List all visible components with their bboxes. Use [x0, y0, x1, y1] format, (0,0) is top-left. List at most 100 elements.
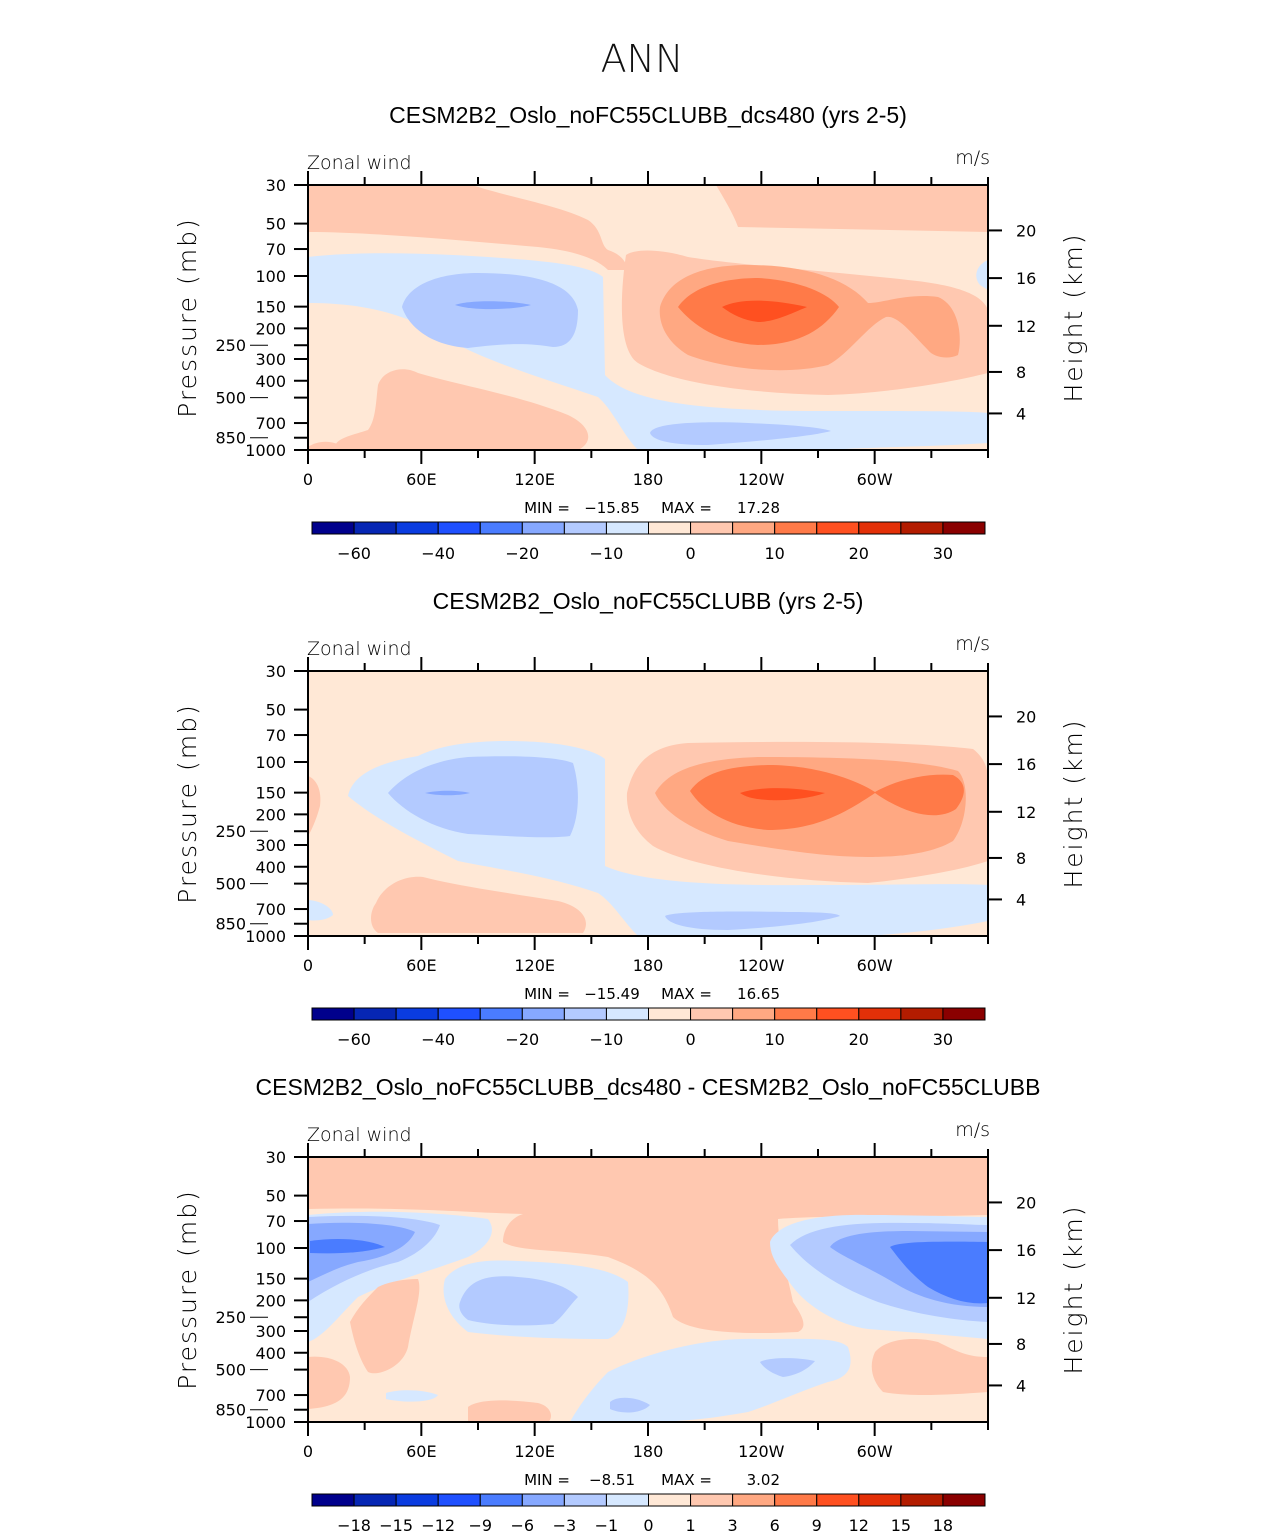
max-label: MAX = [661, 985, 712, 1003]
y-tick-label: 150 [255, 298, 286, 317]
colorbar-label: −60 [337, 1030, 371, 1049]
contour-region [459, 1276, 578, 1326]
colorbar-label: 0 [685, 544, 695, 563]
y-tick-label: 250 [215, 1308, 246, 1327]
colorbar-box [774, 521, 818, 535]
y-right-tick-label: 12 [1016, 803, 1036, 822]
y-right-tick-label: 4 [1016, 890, 1026, 909]
contour-region [760, 1358, 815, 1377]
colorbar-box [732, 1007, 776, 1021]
contour-region [308, 1157, 988, 1334]
panel-title: CESM2B2_Oslo_noFC55CLUBB_dcs480 (yrs 2-5… [389, 102, 907, 128]
max-label: MAX = [661, 499, 712, 517]
contour-region [871, 1339, 988, 1396]
max-value: 16.65 [737, 985, 780, 1003]
y-right-tick-label: 16 [1016, 1241, 1036, 1260]
y-right-tick-label: 20 [1016, 221, 1036, 240]
contour-region [371, 876, 586, 933]
colorbar-box [563, 1007, 607, 1021]
colorbar-label: −20 [505, 544, 539, 563]
colorbar-box [479, 1493, 523, 1507]
x-tick-label: 180 [633, 956, 664, 975]
contour-region [650, 422, 831, 445]
colorbar-box [311, 1493, 355, 1507]
x-tick-label: 180 [633, 470, 664, 489]
y-tick-label: 50 [266, 1187, 286, 1206]
colorbar-box [605, 1493, 649, 1507]
colorbar [311, 1007, 986, 1021]
y-tick-label: 30 [266, 176, 286, 195]
panel-title: CESM2B2_Oslo_noFC55CLUBB (yrs 2-5) [433, 588, 864, 614]
colorbar-label: −3 [553, 1516, 577, 1531]
y-tick-label: 850 [215, 1401, 246, 1420]
colorbar-box [900, 521, 944, 535]
y-tick-label: 200 [255, 805, 286, 824]
y-tick-label: 70 [266, 1212, 286, 1231]
left-label: Zonal wind [307, 638, 412, 660]
colorbar-label: 6 [770, 1516, 780, 1531]
y-right-axis-label: Height (km) [1059, 718, 1088, 888]
contour-region [335, 369, 589, 450]
contour-region [722, 300, 807, 322]
colorbar-box [437, 521, 481, 535]
colorbar-box [311, 1007, 355, 1021]
y-tick-label: 850 [215, 429, 246, 448]
y-tick-label: 250 [215, 336, 246, 355]
contour-region [350, 1279, 420, 1374]
colorbar-label: 10 [765, 544, 785, 563]
colorbar-box [521, 521, 565, 535]
contour-region [976, 260, 988, 290]
colorbar-box [816, 1007, 860, 1021]
colorbar-label: 20 [849, 1030, 869, 1049]
contour-region [610, 1397, 650, 1413]
colorbar-box [311, 521, 355, 535]
min-value: −15.49 [584, 985, 640, 1003]
y-tick-label: 30 [266, 1148, 286, 1167]
colorbar-label: 1 [685, 1516, 695, 1531]
colorbar [311, 1493, 986, 1507]
y-tick-label: 1000 [245, 1413, 286, 1432]
y-tick-label: 100 [255, 753, 286, 772]
y-axis-label: Pressure (mb) [173, 1189, 202, 1389]
colorbar-box [395, 521, 439, 535]
colorbar-box [353, 521, 397, 535]
colorbar-box [690, 1493, 734, 1507]
y-tick-label: 500 [215, 1361, 246, 1380]
colorbar-label: 18 [933, 1516, 953, 1531]
y-right-tick-label: 12 [1016, 1289, 1036, 1308]
y-right-tick-label: 20 [1016, 707, 1036, 726]
y-axis-label: Pressure (mb) [173, 703, 202, 903]
colorbar-box [395, 1493, 439, 1507]
left-label: Zonal wind [307, 152, 412, 174]
y-tick-label: 400 [255, 858, 286, 877]
max-label: MAX = [661, 1471, 712, 1489]
colorbar-box [900, 1493, 944, 1507]
contour-region [402, 273, 578, 348]
x-tick-label: 60E [406, 470, 436, 489]
y-right-tick-label: 8 [1016, 363, 1026, 382]
colorbar-box [353, 1493, 397, 1507]
panel-2: CESM2B2_Oslo_noFC55CLUBB (yrs 2-5) Zonal … [173, 588, 1088, 1049]
colorbar-box [732, 521, 776, 535]
x-tick-label: 120W [738, 470, 785, 489]
colorbar-box [858, 1493, 902, 1507]
x-tick-label: 120W [738, 956, 785, 975]
y-right-tick-label: 16 [1016, 269, 1036, 288]
y-tick-label: 50 [266, 215, 286, 234]
colorbar-label: −18 [337, 1516, 371, 1531]
y-tick-label: 850 [215, 915, 246, 934]
panel-3: CESM2B2_Oslo_noFC55CLUBB_dcs480 - CESM2B… [173, 1074, 1088, 1531]
colorbar-box [858, 1007, 902, 1021]
contour-region [310, 1239, 385, 1254]
contour-region [455, 301, 531, 310]
y-axis-label: Pressure (mb) [173, 217, 202, 417]
contour-plot [250, 657, 1002, 950]
colorbar-label: 30 [933, 544, 953, 563]
y-right-tick-label: 8 [1016, 849, 1026, 868]
colorbar-box [858, 521, 902, 535]
contour-region [308, 900, 333, 921]
panel-1: CESM2B2_Oslo_noFC55CLUBB_dcs480 (yrs 2-5… [173, 102, 1088, 563]
min-value: −8.51 [589, 1471, 635, 1489]
y-right-tick-label: 4 [1016, 1376, 1026, 1395]
colorbar-label: −9 [468, 1516, 492, 1531]
